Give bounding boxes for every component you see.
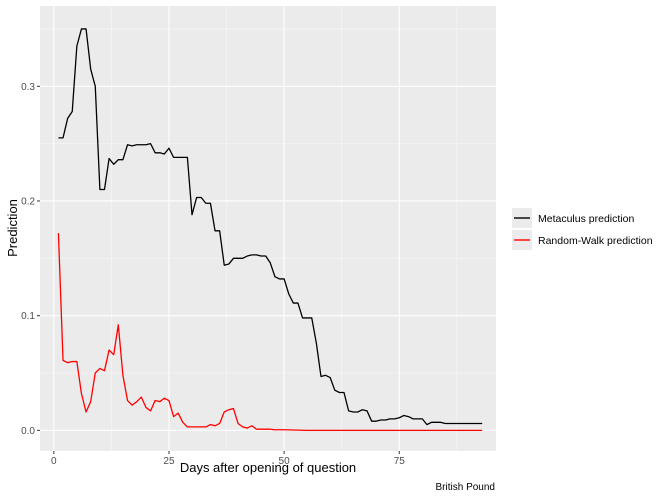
legend-label-2: Random-Walk prediction <box>538 235 653 247</box>
y-axis-title: Prediction <box>5 199 20 257</box>
plot-panel <box>40 6 496 451</box>
y-tick-label: 0.3 <box>21 82 35 93</box>
x-tick-label: 50 <box>279 456 291 467</box>
legend: Metaculus prediction Random-Walk predicti… <box>512 208 653 250</box>
x-axis-title: Days after opening of question <box>180 460 356 475</box>
legend-label-1: Metaculus prediction <box>538 213 634 225</box>
y-axis-ticks: 0.0 0.1 0.2 0.3 <box>21 82 40 437</box>
x-tick-label: 75 <box>394 456 406 467</box>
chart-caption: British Pound <box>436 482 495 493</box>
series-line-1 <box>58 28 483 426</box>
x-tick-label: 0 <box>51 456 57 467</box>
y-tick-label: 0.2 <box>21 196 35 207</box>
x-tick-label: 25 <box>163 456 175 467</box>
x-axis-ticks: 0 25 50 75 <box>51 451 405 467</box>
series-lines <box>57 28 483 432</box>
y-tick-label: 0.0 <box>21 426 35 437</box>
y-tick-label: 0.1 <box>21 311 35 322</box>
series-line-2 <box>57 233 483 432</box>
